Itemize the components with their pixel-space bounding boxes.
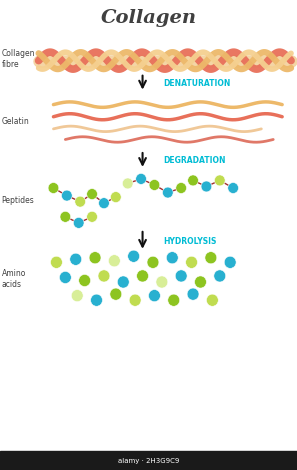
Circle shape xyxy=(214,175,225,186)
Circle shape xyxy=(137,270,148,282)
Circle shape xyxy=(110,288,122,300)
Circle shape xyxy=(59,271,71,283)
Circle shape xyxy=(60,212,71,222)
Circle shape xyxy=(122,178,133,189)
Circle shape xyxy=(136,173,146,184)
Circle shape xyxy=(228,182,238,194)
Circle shape xyxy=(79,274,91,287)
Circle shape xyxy=(214,270,226,282)
Text: Peptides: Peptides xyxy=(1,196,34,204)
Circle shape xyxy=(48,182,59,194)
Text: Collagen: Collagen xyxy=(100,9,197,27)
Circle shape xyxy=(91,294,102,306)
Circle shape xyxy=(87,188,97,200)
Text: HYDROLYSIS: HYDROLYSIS xyxy=(163,236,217,245)
Circle shape xyxy=(168,294,180,306)
Circle shape xyxy=(61,190,72,201)
Text: Collagen
fibre: Collagen fibre xyxy=(1,49,35,69)
Circle shape xyxy=(89,251,101,264)
Circle shape xyxy=(87,212,97,222)
Circle shape xyxy=(175,270,187,282)
Circle shape xyxy=(129,294,141,306)
Circle shape xyxy=(128,250,140,262)
Circle shape xyxy=(156,276,168,288)
Circle shape xyxy=(162,187,173,198)
Circle shape xyxy=(148,290,160,302)
Circle shape xyxy=(117,276,129,288)
Text: Amino
acids: Amino acids xyxy=(1,269,26,289)
Circle shape xyxy=(50,256,62,268)
Circle shape xyxy=(147,256,159,268)
Circle shape xyxy=(166,251,178,264)
Circle shape xyxy=(188,175,198,186)
Circle shape xyxy=(73,218,84,228)
Circle shape xyxy=(176,182,187,194)
Circle shape xyxy=(201,181,212,192)
Circle shape xyxy=(110,192,121,203)
Circle shape xyxy=(224,256,236,268)
Circle shape xyxy=(195,276,206,288)
Text: DEGRADATION: DEGRADATION xyxy=(163,156,226,165)
Circle shape xyxy=(99,198,109,209)
Bar xyxy=(0,451,297,470)
Text: Gelatin: Gelatin xyxy=(1,117,29,126)
Text: DENATURATION: DENATURATION xyxy=(163,79,231,88)
Circle shape xyxy=(71,290,83,302)
Circle shape xyxy=(186,256,198,268)
Circle shape xyxy=(187,288,199,300)
Circle shape xyxy=(205,251,217,264)
Circle shape xyxy=(70,253,82,266)
Text: alamy · 2H3G9C9: alamy · 2H3G9C9 xyxy=(118,458,179,463)
Circle shape xyxy=(108,255,120,267)
Circle shape xyxy=(75,196,86,207)
Circle shape xyxy=(149,180,160,190)
Circle shape xyxy=(206,294,218,306)
Circle shape xyxy=(98,270,110,282)
